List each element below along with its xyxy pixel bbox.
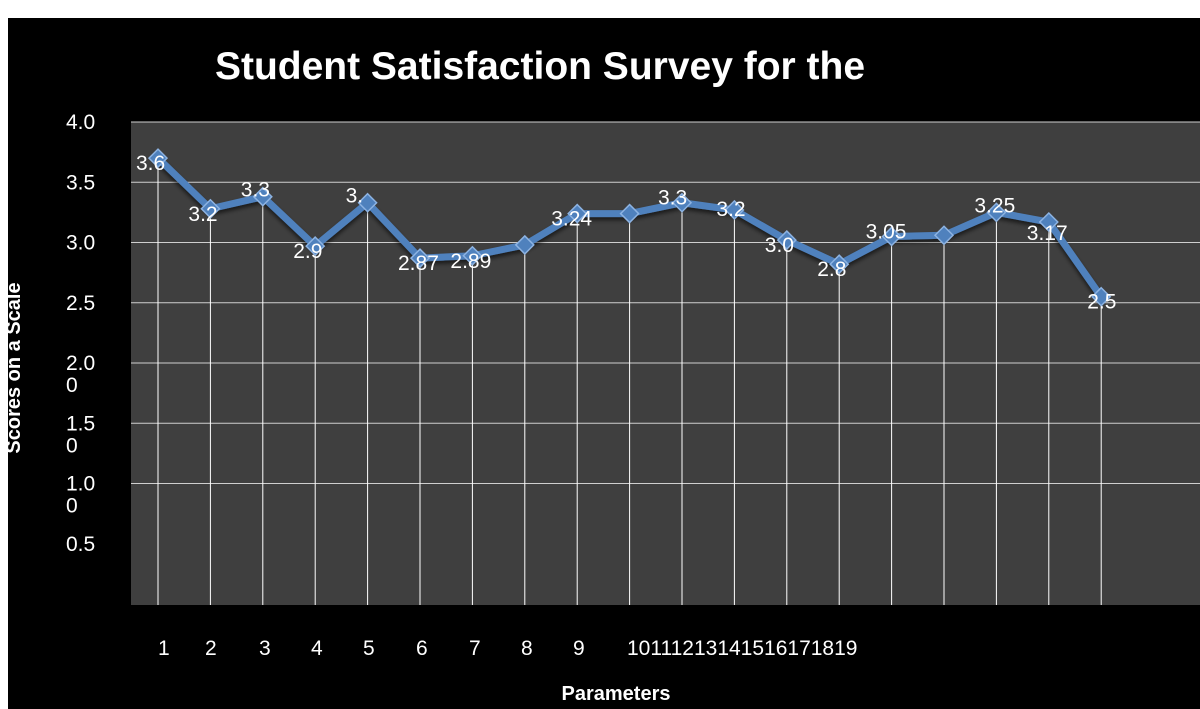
data-label: 3.0 (765, 234, 794, 257)
data-label: 3.17 (1027, 222, 1068, 245)
data-label: 3.3 (658, 187, 687, 210)
x-tick-label: 7 (469, 637, 481, 660)
data-point (671, 192, 693, 213)
x-tick-label: 5 (363, 637, 375, 660)
data-label: 2.87 (398, 252, 439, 275)
x-tick-label: 3 (259, 637, 271, 660)
y-tick-label: 3.0 (66, 232, 95, 255)
data-point (1038, 211, 1059, 233)
data-point (305, 236, 326, 257)
data-point (881, 226, 902, 247)
y-tick-label: 1.5 0 (66, 412, 95, 457)
data-point (514, 234, 535, 255)
data-label: 2.89 (450, 250, 491, 273)
y-tick-label: 1.0 0 (66, 473, 95, 518)
data-label: 3.05 (866, 220, 907, 243)
y-tick-label: 2.5 (66, 292, 95, 315)
data-label: 3.2 (716, 198, 745, 221)
x-tick-label: 1 (158, 637, 170, 660)
y-tick-label: 0.5 (66, 533, 95, 556)
data-label: 2.8 (817, 258, 846, 281)
x-tick-label: 10111213141516171819 (627, 637, 857, 660)
y-tick-label: 3.5 (66, 171, 95, 194)
data-point (567, 203, 588, 224)
data-point (147, 148, 169, 169)
data-label: 3.25 (974, 194, 1015, 217)
data-label: 3. (346, 185, 364, 208)
data-point (776, 230, 797, 251)
data-label: 2.9 (293, 240, 322, 263)
y-tick-label: 4.0 (66, 111, 95, 134)
data-label: 3.6 (136, 152, 165, 175)
data-label: 2.5 (1087, 291, 1116, 314)
x-axis-label: Parameters (561, 683, 671, 705)
data-point (829, 254, 850, 275)
data-label: 3.24 (551, 208, 592, 231)
data-point (619, 203, 640, 224)
data-point (1091, 286, 1112, 307)
data-point (357, 192, 378, 213)
data-label: 3.2 (188, 203, 217, 226)
x-tick-label: 9 (573, 637, 585, 660)
data-point (409, 248, 431, 269)
x-tick-label: 8 (521, 637, 533, 660)
y-tick-label: 2.0 0 (66, 352, 95, 397)
data-point (986, 202, 1007, 223)
data-point (200, 198, 221, 219)
data-point (252, 186, 273, 207)
chart-title: Student Satisfaction Survey for the (214, 45, 866, 88)
data-point (724, 199, 745, 221)
x-tick-label: 4 (311, 637, 323, 660)
data-point (933, 225, 955, 246)
x-tick-label: 6 (416, 637, 428, 660)
data-point (462, 245, 483, 266)
x-tick-label: 2 (205, 637, 217, 660)
data-label: 3.3 (241, 179, 270, 202)
